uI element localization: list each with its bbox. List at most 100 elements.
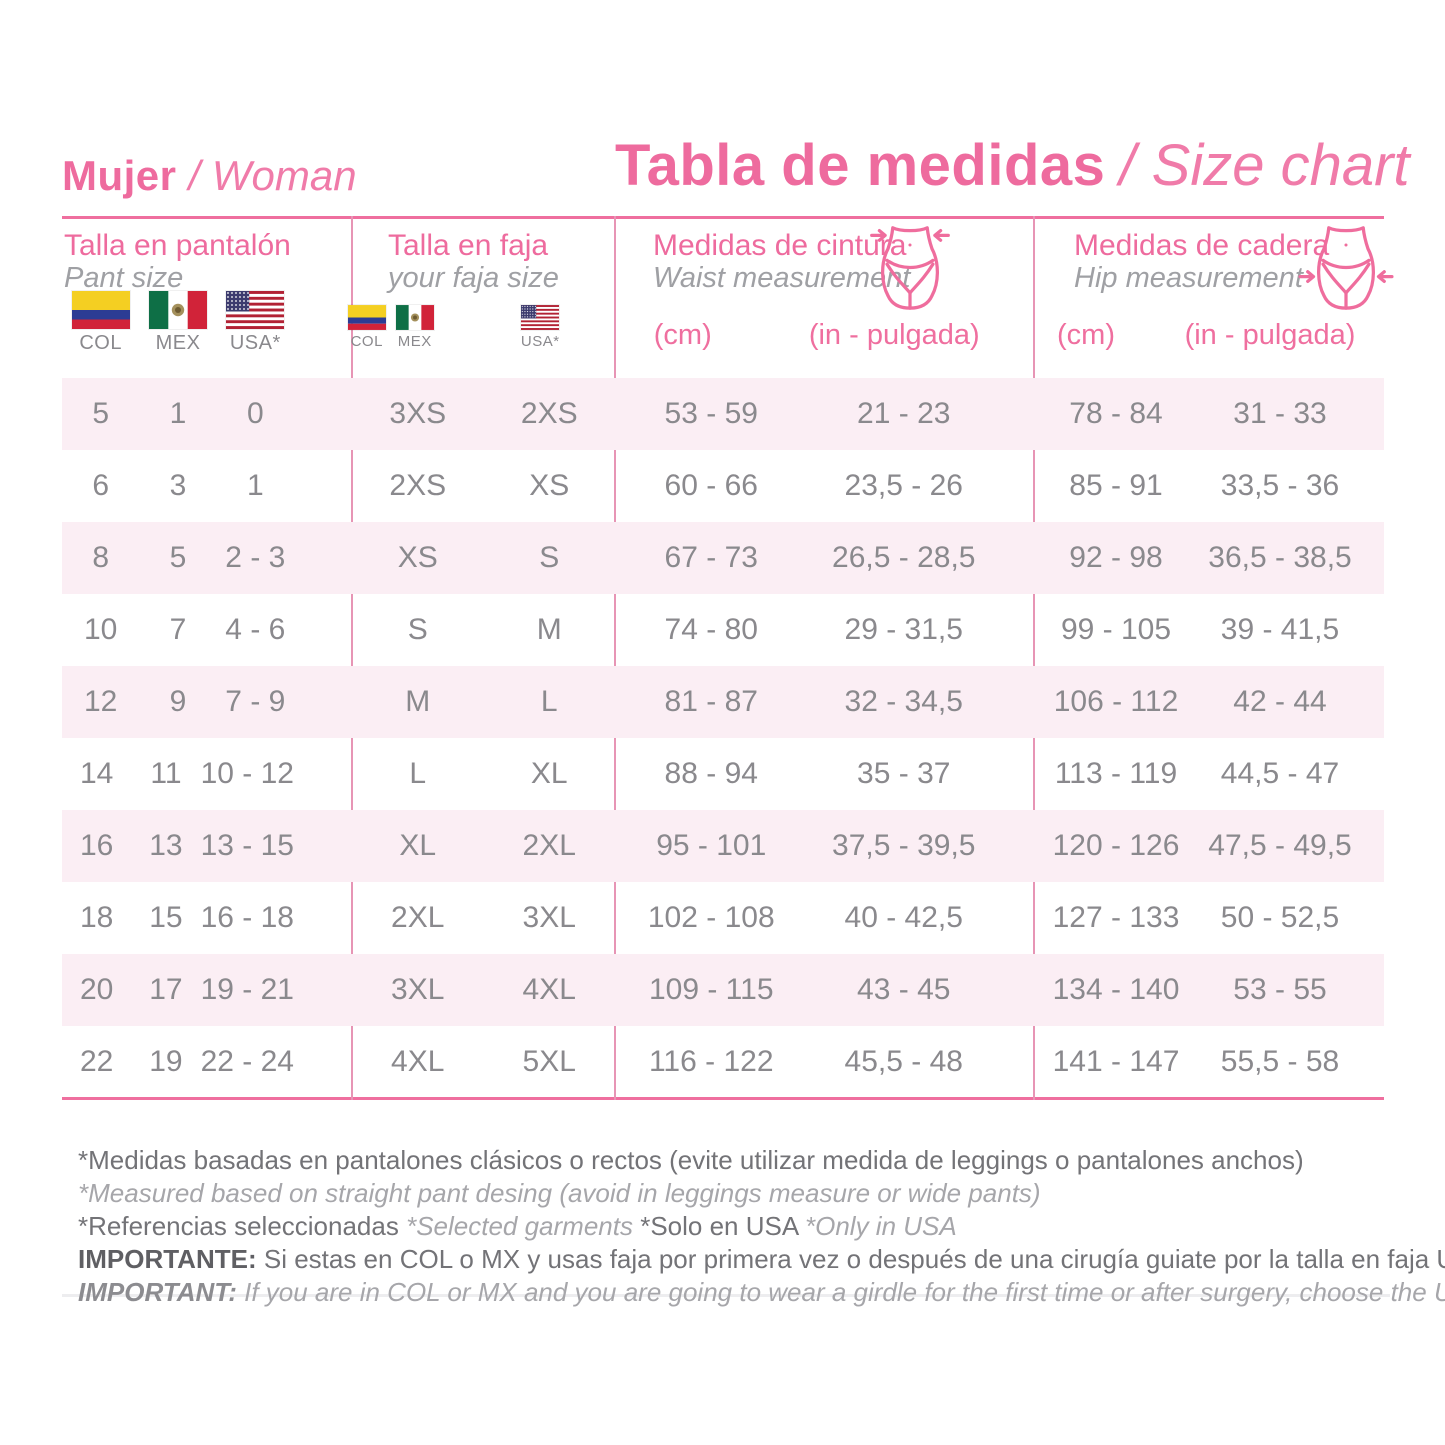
faja-cells: XL 2XL — [352, 810, 615, 882]
faja-colmex-value: XS — [397, 541, 438, 574]
table-body: 5 1 0 3XS 2XS 53 - 59 21 - 23 78 - 84 31… — [62, 378, 1384, 1098]
hip-in-value: 31 - 33 — [1233, 397, 1327, 430]
pant-mex-value: 19 — [149, 1045, 183, 1078]
waist-in-value: 32 - 34,5 — [844, 685, 963, 718]
faja-usa-value: S — [539, 541, 560, 574]
hip-cells: 78 - 84 31 - 33 — [1034, 378, 1384, 450]
usa-flag-icon — [521, 305, 560, 330]
faja-cells: 4XL 5XL — [352, 1026, 615, 1098]
table-row: 14 11 10 - 12 L XL 88 - 94 35 - 37 113 -… — [62, 738, 1384, 810]
flag-label: MEX — [155, 332, 201, 354]
footer-divider — [62, 1294, 1390, 1297]
important-en-label: IMPORTANT: — [78, 1277, 237, 1307]
faja-cells: 2XS XS — [352, 450, 615, 522]
header-faja-size: Talla en faja your faja size COL MEX — [347, 219, 615, 378]
waist-cells: 74 - 80 29 - 31,5 — [615, 594, 1034, 666]
column-divider — [351, 216, 353, 1100]
pant-usa-value: 10 - 12 — [200, 757, 294, 790]
hip-in-label: (in - pulgada) — [1184, 319, 1356, 351]
flag-label: COL — [79, 332, 122, 354]
title-tabla: Tabla de medidas — [615, 133, 1106, 198]
waist-in-value: 40 - 42,5 — [844, 901, 963, 934]
hip-cells: 127 - 133 50 - 52,5 — [1034, 882, 1384, 954]
hip-in-value: 53 - 55 — [1233, 973, 1327, 1006]
important-en-text: If you are in COL or MX and you are goin… — [236, 1277, 1445, 1307]
faja-usa-value: 2XS — [520, 397, 578, 430]
hip-cm-value: 78 - 84 — [1069, 397, 1163, 430]
hip-in-value: 33,5 - 36 — [1220, 469, 1340, 502]
pant-usa-value: 2 - 3 — [225, 541, 286, 574]
faja-cells: S M — [352, 594, 615, 666]
pant-mex-value: 13 — [149, 829, 183, 862]
pant-usa-value: 22 - 24 — [200, 1045, 294, 1078]
table-row: 16 13 13 - 15 XL 2XL 95 - 101 37,5 - 39,… — [62, 810, 1384, 882]
header-pant-size: Talla en pantalón Pant size COL MEX USA* — [62, 219, 352, 378]
faja-title: Talla en faja — [388, 229, 549, 262]
pant-usa-value: 1 — [246, 469, 264, 502]
note-measures-en: *Measured based on straight pant desing … — [78, 1178, 1041, 1208]
pant-usa-value: 0 — [246, 397, 264, 430]
important-es-text: Si estas en COL o MX y usas faja por pri… — [256, 1244, 1445, 1274]
pant-mex-value: 9 — [169, 685, 187, 718]
hip-cm-value: 92 - 98 — [1069, 541, 1163, 574]
pant-usa-value: 7 - 9 — [225, 685, 286, 718]
faja-subtitle: your faja size — [388, 262, 559, 294]
pant-cells: 6 3 1 — [62, 450, 352, 522]
pant-usa-value: 13 - 15 — [200, 829, 294, 862]
usa-flag-icon — [226, 291, 285, 329]
mexico-flag-icon — [148, 291, 207, 329]
pant-mex-value: 3 — [169, 469, 187, 502]
faja-usa-value: L — [540, 685, 558, 718]
faja-colmex-value: 2XL — [391, 901, 445, 934]
pant-title: Talla en pantalón — [64, 229, 291, 262]
pant-col-value: 16 — [79, 829, 114, 862]
hip-cells: 99 - 105 39 - 41,5 — [1034, 594, 1384, 666]
hip-in-value: 36,5 - 38,5 — [1208, 541, 1352, 574]
pant-cells: 5 1 0 — [62, 378, 352, 450]
note-refs-es: *Referencias seleccionadas — [78, 1211, 407, 1241]
table-row: 22 19 22 - 24 4XL 5XL 116 - 122 45,5 - 4… — [62, 1026, 1384, 1098]
faja-usa-value: 4XL — [522, 973, 576, 1006]
pant-mex-value: 5 — [169, 541, 187, 574]
waist-cm-value: 109 - 115 — [648, 973, 774, 1006]
pant-cells: 8 5 2 - 3 — [62, 522, 352, 594]
hip-cm-value: 99 - 105 — [1060, 613, 1172, 646]
faja-usa-value: 5XL — [522, 1045, 576, 1078]
waist-in-value: 29 - 31,5 — [844, 613, 963, 646]
flag-mex-cell: MEX — [139, 291, 216, 355]
pant-cells: 14 11 10 - 12 — [62, 738, 352, 810]
pant-col-value: 6 — [92, 469, 109, 502]
waist-subtitle: Waist measurement — [653, 262, 911, 294]
faja-colmex-value: S — [407, 613, 428, 646]
faja-cells: 3XS 2XS — [352, 378, 615, 450]
hip-subtitle: Hip measurement — [1074, 262, 1303, 294]
pant-cells: 20 17 19 - 21 — [62, 954, 352, 1026]
table-row: 8 5 2 - 3 XS S 67 - 73 26,5 - 28,5 92 - … — [62, 522, 1384, 594]
waist-cells: 95 - 101 37,5 - 39,5 — [615, 810, 1034, 882]
hip-title: Medidas de cadera — [1074, 229, 1330, 262]
hip-cm-value: 120 - 126 — [1052, 829, 1180, 862]
waist-in-value: 35 - 37 — [857, 757, 951, 790]
hip-cells: 120 - 126 47,5 - 49,5 — [1034, 810, 1384, 882]
pant-cells: 16 13 13 - 15 — [62, 810, 352, 882]
waist-cm-value: 81 - 87 — [664, 685, 758, 718]
note-references: *Referencias seleccionadas *Selected gar… — [78, 1212, 1398, 1240]
column-divider — [614, 216, 616, 1100]
table-header: Talla en pantalón Pant size COL MEX USA* — [62, 219, 1394, 378]
header-hip: Medidas de cadera Hip measurement (cm) (… — [1034, 219, 1394, 378]
note-solo-en: *Only in USA — [805, 1211, 957, 1241]
flag-col-cell: COL — [62, 291, 139, 355]
colombia-flag-icon — [71, 291, 130, 329]
hip-cells: 85 - 91 33,5 - 36 — [1034, 450, 1384, 522]
flag-label: COL — [350, 333, 383, 350]
waist-cm-value: 53 - 59 — [664, 397, 758, 430]
faja-cells: 2XL 3XL — [352, 882, 615, 954]
hip-in-value: 47,5 - 49,5 — [1208, 829, 1352, 862]
faja-usa-value: XL — [530, 757, 568, 790]
waist-cm-value: 95 - 101 — [656, 829, 767, 862]
page-title-woman: Mujer / Woman — [62, 152, 357, 200]
footnotes: *Medidas basadas en pantalones clásicos … — [78, 1146, 1445, 1307]
pant-col-value: 22 — [79, 1045, 114, 1078]
flag-colmex-cell: COL MEX — [316, 305, 466, 350]
